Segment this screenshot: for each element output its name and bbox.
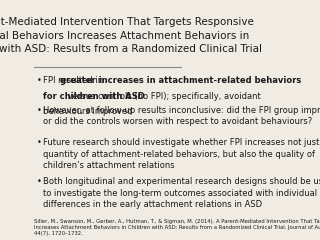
Text: •: • [37, 177, 42, 186]
Text: Siller, M., Swanson, M., Gerber, A., Hutman, T., & Sigman, M. (2014). A Parent-M: Siller, M., Swanson, M., Gerber, A., Hut… [34, 219, 320, 236]
Text: Both longitudinal and experimental research designs should be used
to investigat: Both longitudinal and experimental resea… [43, 177, 320, 209]
Text: •: • [37, 106, 42, 115]
Text: greater increases in attachment-related behaviors: greater increases in attachment-related … [60, 76, 301, 85]
Text: A Parent-Mediated Intervention That Targets Responsive
Parental Behaviors Increa: A Parent-Mediated Intervention That Targ… [0, 18, 262, 54]
Text: behaviours improved: behaviours improved [43, 108, 132, 116]
Text: Future research should investigate whether FPI increases not just the
quantity o: Future research should investigate wheth… [43, 138, 320, 170]
Text: •: • [37, 76, 42, 85]
Text: versus controls (no FPI); specifically, avoidant: versus controls (no FPI); specifically, … [65, 92, 261, 101]
Text: However, at follow-up results inconclusive: did the FPI group improve
or did the: However, at follow-up results inconclusi… [43, 106, 320, 126]
Text: •: • [37, 138, 42, 147]
Text: for children with ASD: for children with ASD [43, 92, 145, 101]
Text: FPI resulted in: FPI resulted in [43, 76, 106, 85]
